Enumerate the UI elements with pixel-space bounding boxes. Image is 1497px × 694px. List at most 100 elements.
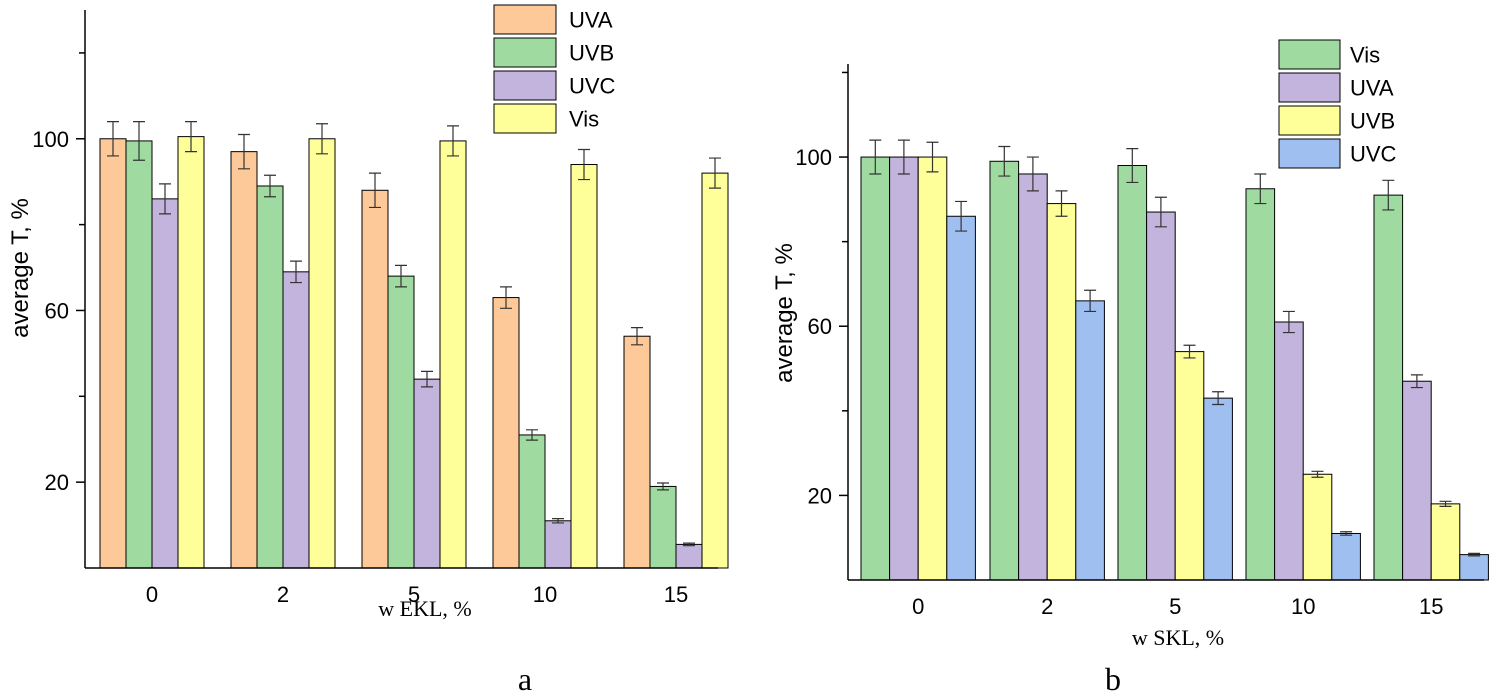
x-tick-label: 10 [533, 582, 557, 607]
y-tick-label: 20 [808, 483, 832, 508]
error-bar-uvc-0 [955, 200, 968, 232]
bar-uvb-10 [518, 434, 546, 569]
error-bar-uva-2 [1026, 156, 1039, 192]
bar-uvc-2 [1075, 300, 1105, 581]
y-tick-label: 20 [45, 470, 69, 495]
error-bar-uva-10 [1282, 310, 1295, 334]
error-bar-uvb-0 [926, 141, 939, 173]
bar-uvc-5 [1203, 397, 1233, 581]
legend-swatch-uvc [493, 70, 557, 101]
error-bar-uvb-5 [1183, 344, 1196, 359]
legend-label-vis: Vis [1350, 43, 1380, 68]
legend-label-vis: Vis [569, 107, 599, 132]
bar-vis-10 [1245, 188, 1276, 581]
error-bar-vis-15 [1382, 179, 1395, 211]
error-bar-vis-10 [1254, 173, 1267, 205]
error-bar-uva-10 [500, 286, 512, 309]
error-bar-uvb-2 [264, 174, 276, 198]
bar-vis-10 [570, 164, 598, 569]
bar-uvc-5 [413, 378, 441, 569]
error-bar-uvc-2 [1084, 289, 1097, 313]
x-tick-label: 0 [146, 582, 158, 607]
bar-uvb-0 [125, 140, 153, 569]
bar-uva-5 [1146, 211, 1176, 581]
panel-label: b [1105, 661, 1121, 694]
x-tick-label: 2 [277, 582, 289, 607]
error-bar-uvc-15 [1468, 552, 1481, 557]
bar-uva-15 [1402, 380, 1432, 581]
bar-uvb-10 [1302, 473, 1333, 581]
bar-vis-2 [308, 138, 336, 569]
legend-label-uvb: UVB [1350, 109, 1395, 134]
bar-uva-10 [1274, 321, 1304, 581]
x-axis-label: w SKL, % [1132, 625, 1224, 650]
legend-swatch-uvc [1278, 138, 1341, 169]
bar-vis-0 [860, 156, 891, 581]
bar-vis-0 [177, 136, 205, 569]
bar-vis-15 [1373, 194, 1404, 581]
bar-uva-10 [492, 297, 520, 569]
error-bar-uvb-5 [395, 264, 407, 288]
error-bar-uvb-15 [1439, 500, 1452, 508]
legend-label-uva: UVA [569, 8, 613, 33]
legend-swatch-uva [493, 4, 557, 35]
x-tick-label: 5 [1169, 594, 1181, 619]
y-tick-label: 100 [32, 127, 69, 152]
bar-uvc-15 [675, 543, 703, 569]
error-bar-uva-5 [1154, 196, 1167, 228]
legend-swatch-uvb [1278, 105, 1341, 136]
y-axis-label: average T, % [7, 198, 34, 338]
bar-uva-0 [889, 156, 919, 581]
error-bar-vis-0 [185, 121, 197, 153]
error-bar-uva-0 [897, 139, 910, 175]
legend-label-uvb: UVB [569, 41, 614, 66]
error-bar-vis-2 [998, 145, 1011, 177]
x-tick-label: 5 [408, 582, 420, 607]
bar-uvb-2 [256, 185, 284, 569]
bar-uvb-2 [1046, 203, 1077, 581]
error-bar-uvc-2 [290, 260, 302, 284]
bar-uvb-5 [387, 275, 415, 569]
bar-vis-5 [1117, 165, 1148, 581]
bar-vis-2 [989, 160, 1020, 581]
bar-uva-2 [230, 151, 258, 569]
error-bar-vis-10 [578, 148, 590, 181]
error-bar-vis-5 [1126, 147, 1139, 184]
y-tick-label: 60 [808, 314, 832, 339]
x-axis-label: w EKL, % [378, 596, 471, 621]
error-bar-uva-5 [369, 172, 381, 209]
legend-swatch-uvb [493, 37, 557, 68]
chart-panel-a: 0 2 5 10 15 20 60 100 average T, % w EKL, % a UVA UV… [7, 4, 729, 694]
error-bar-uvb-2 [1055, 190, 1068, 217]
error-bar-uva-15 [631, 327, 643, 346]
error-bar-vis-2 [316, 123, 328, 155]
legend-swatch-uva [1278, 72, 1341, 103]
error-bar-uvb-10 [1311, 470, 1324, 478]
error-bar-vis-15 [709, 157, 721, 189]
bar-uvb-0 [917, 156, 948, 581]
bar-uvc-10 [1331, 532, 1361, 581]
error-bar-vis-5 [447, 125, 459, 157]
error-bar-vis-0 [869, 139, 882, 175]
error-bar-uvc-5 [421, 370, 433, 388]
bar-uvc-2 [282, 271, 310, 569]
error-bar-uvc-0 [159, 183, 171, 215]
y-tick-label: 60 [45, 298, 69, 323]
chart-panel-b: 0 2 5 10 15 20 60 100 average T, % w SKL, % b Vis UV… [771, 39, 1489, 694]
bar-uva-0 [99, 138, 127, 569]
error-bar-uvc-5 [1212, 391, 1225, 406]
x-tick-label: 10 [1291, 594, 1315, 619]
bar-uvb-15 [1430, 503, 1461, 581]
bar-uvc-15 [1459, 554, 1489, 581]
error-bar-uvb-10 [526, 429, 538, 441]
bar-uva-2 [1018, 173, 1048, 581]
bar-uvc-0 [946, 215, 976, 581]
bar-uva-5 [361, 189, 389, 569]
legend-label-uvc: UVC [1350, 142, 1397, 167]
error-bar-uvb-15 [657, 482, 669, 491]
x-tick-label: 15 [664, 582, 688, 607]
error-bar-uva-2 [238, 133, 250, 170]
x-tick-label: 15 [1419, 594, 1443, 619]
error-bar-uvb-0 [133, 121, 145, 161]
